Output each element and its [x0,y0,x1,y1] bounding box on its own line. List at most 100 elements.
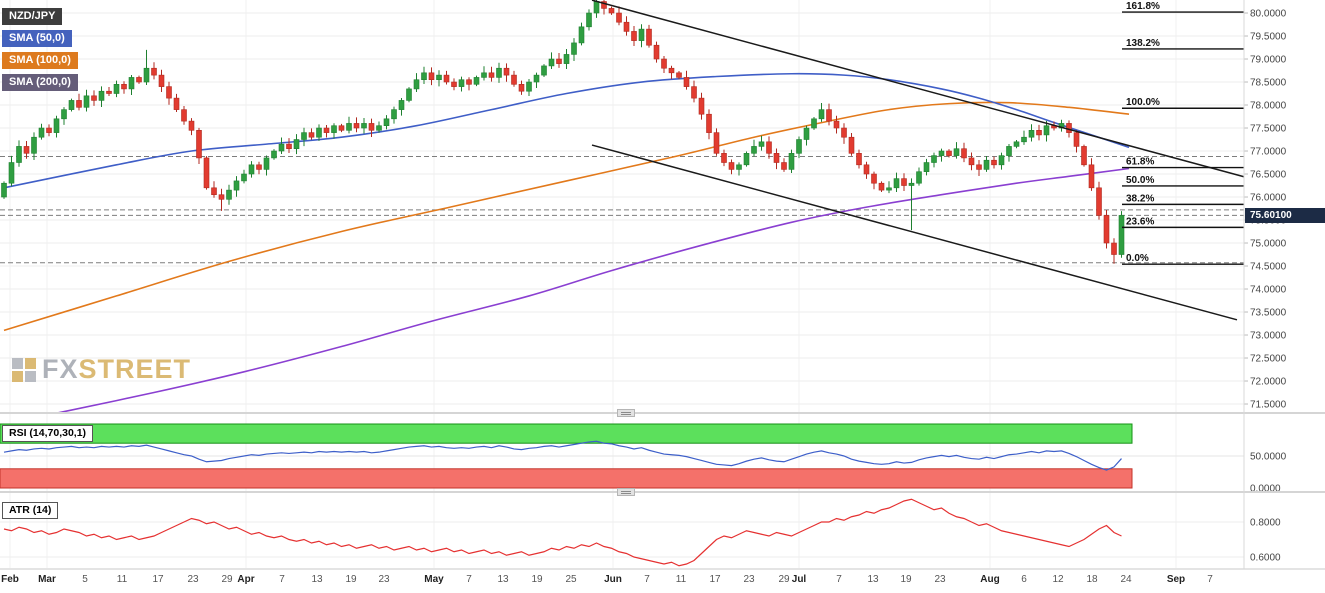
rsi-oversold-band [0,468,1133,489]
candle-body [856,153,862,166]
candle-body [1006,146,1012,156]
price-axis-label: 77.5000 [1250,124,1287,135]
candle-body [98,90,105,101]
candle-body [481,72,487,78]
candle-body [571,42,577,55]
candle-body [1118,215,1125,255]
legend-symbol-badge[interactable]: NZD/JPY [2,8,63,25]
fib-level-label: 38.2% [1126,193,1154,204]
candle-body [451,81,457,87]
legend-sma200-badge[interactable]: SMA (200,0) [2,74,78,91]
candle-body [173,97,180,110]
x-axis-label: 23 [187,574,199,585]
candle-body [586,12,592,28]
atr-indicator-label[interactable]: ATR (14) [2,502,59,519]
candle-body [473,77,480,85]
price-axis-label: 74.5000 [1250,262,1287,273]
candle-body [518,84,525,92]
candle-body [211,187,217,196]
candle-body [226,189,232,200]
last-price-badge: 75.60100 [1245,208,1325,223]
candle-body [593,1,600,14]
candle-body [923,162,930,173]
candle-body [428,72,435,81]
candle-body [61,109,67,120]
candle-body [421,72,427,81]
candle-body [826,109,832,122]
candle-body [406,88,412,101]
candle-body [1103,215,1110,244]
candle-body [833,120,840,129]
panel-resize-handle[interactable] [617,409,635,417]
candle-body [698,97,705,115]
candle-body [743,153,750,166]
candle-body [616,12,622,23]
price-axis-label: 75.0000 [1250,239,1287,250]
candle-body [1043,125,1050,136]
candle-body [983,159,990,170]
candle-body [338,125,345,131]
candle-body [391,109,397,120]
x-axis-label: 11 [117,574,128,585]
trendline[interactable] [591,0,1245,178]
x-axis-label: 13 [311,574,323,585]
candle-body [301,132,307,140]
candle-body [323,127,330,133]
candle-body [458,79,465,87]
candle-body [316,127,322,138]
candle-body [803,127,810,140]
fxstreet-watermark: FX STREET [12,354,191,385]
sma100-line[interactable] [3,101,1130,332]
candle-body [1096,187,1102,216]
candle-body [158,74,165,87]
fib-level-label: 100.0% [1126,97,1160,108]
candle-body [31,136,37,154]
x-axis-label: 19 [900,574,912,585]
atr-line [3,498,1122,567]
candle-body [736,164,742,170]
candle-body [346,123,352,131]
candle-body [503,67,510,76]
logo-block [25,370,36,382]
candle-body [233,180,240,191]
legend-sma50-badge[interactable]: SMA (50,0) [2,30,72,47]
candle-body [818,109,825,120]
candle-body [241,173,247,182]
logo-block [12,357,23,369]
x-axis-label: Feb [1,574,19,585]
trendline[interactable] [591,144,1238,321]
price-axis-label: 77.0000 [1250,147,1287,158]
candle-body [871,173,877,184]
candle-body [526,81,532,92]
candle-body [1028,130,1035,138]
x-axis-label: 29 [778,574,790,585]
rsi-indicator-label[interactable]: RSI (14,70,30,1) [2,425,94,442]
candle-body [998,155,1005,166]
candle-body [121,84,127,90]
x-axis-label: May [424,574,444,585]
rsi-axis-label: 50.0000 [1250,452,1287,463]
logo-block [12,370,23,382]
legend-sma100-badge[interactable]: SMA (100,0) [2,52,78,69]
candle-body [976,164,982,170]
x-axis-label: 25 [565,574,577,585]
x-axis-label: Jul [792,574,807,585]
panel-resize-handle[interactable] [617,488,635,496]
price-axis-label: 79.0000 [1250,55,1287,66]
fib-level-label: 50.0% [1126,175,1154,186]
sma200-line[interactable] [56,167,1130,413]
candle-body [203,157,210,189]
candle-body [83,95,90,108]
candle-body [106,90,112,94]
candle-body [443,74,450,83]
candle-body [691,86,697,99]
price-axis-label: 79.5000 [1250,32,1287,43]
candle-body [263,157,270,170]
candle-body [1013,141,1020,147]
candle-body [376,125,382,131]
x-axis-label: 12 [1052,574,1064,585]
candle-body [578,26,585,44]
sma50-line[interactable] [3,72,1130,189]
candle-body [1066,123,1072,133]
